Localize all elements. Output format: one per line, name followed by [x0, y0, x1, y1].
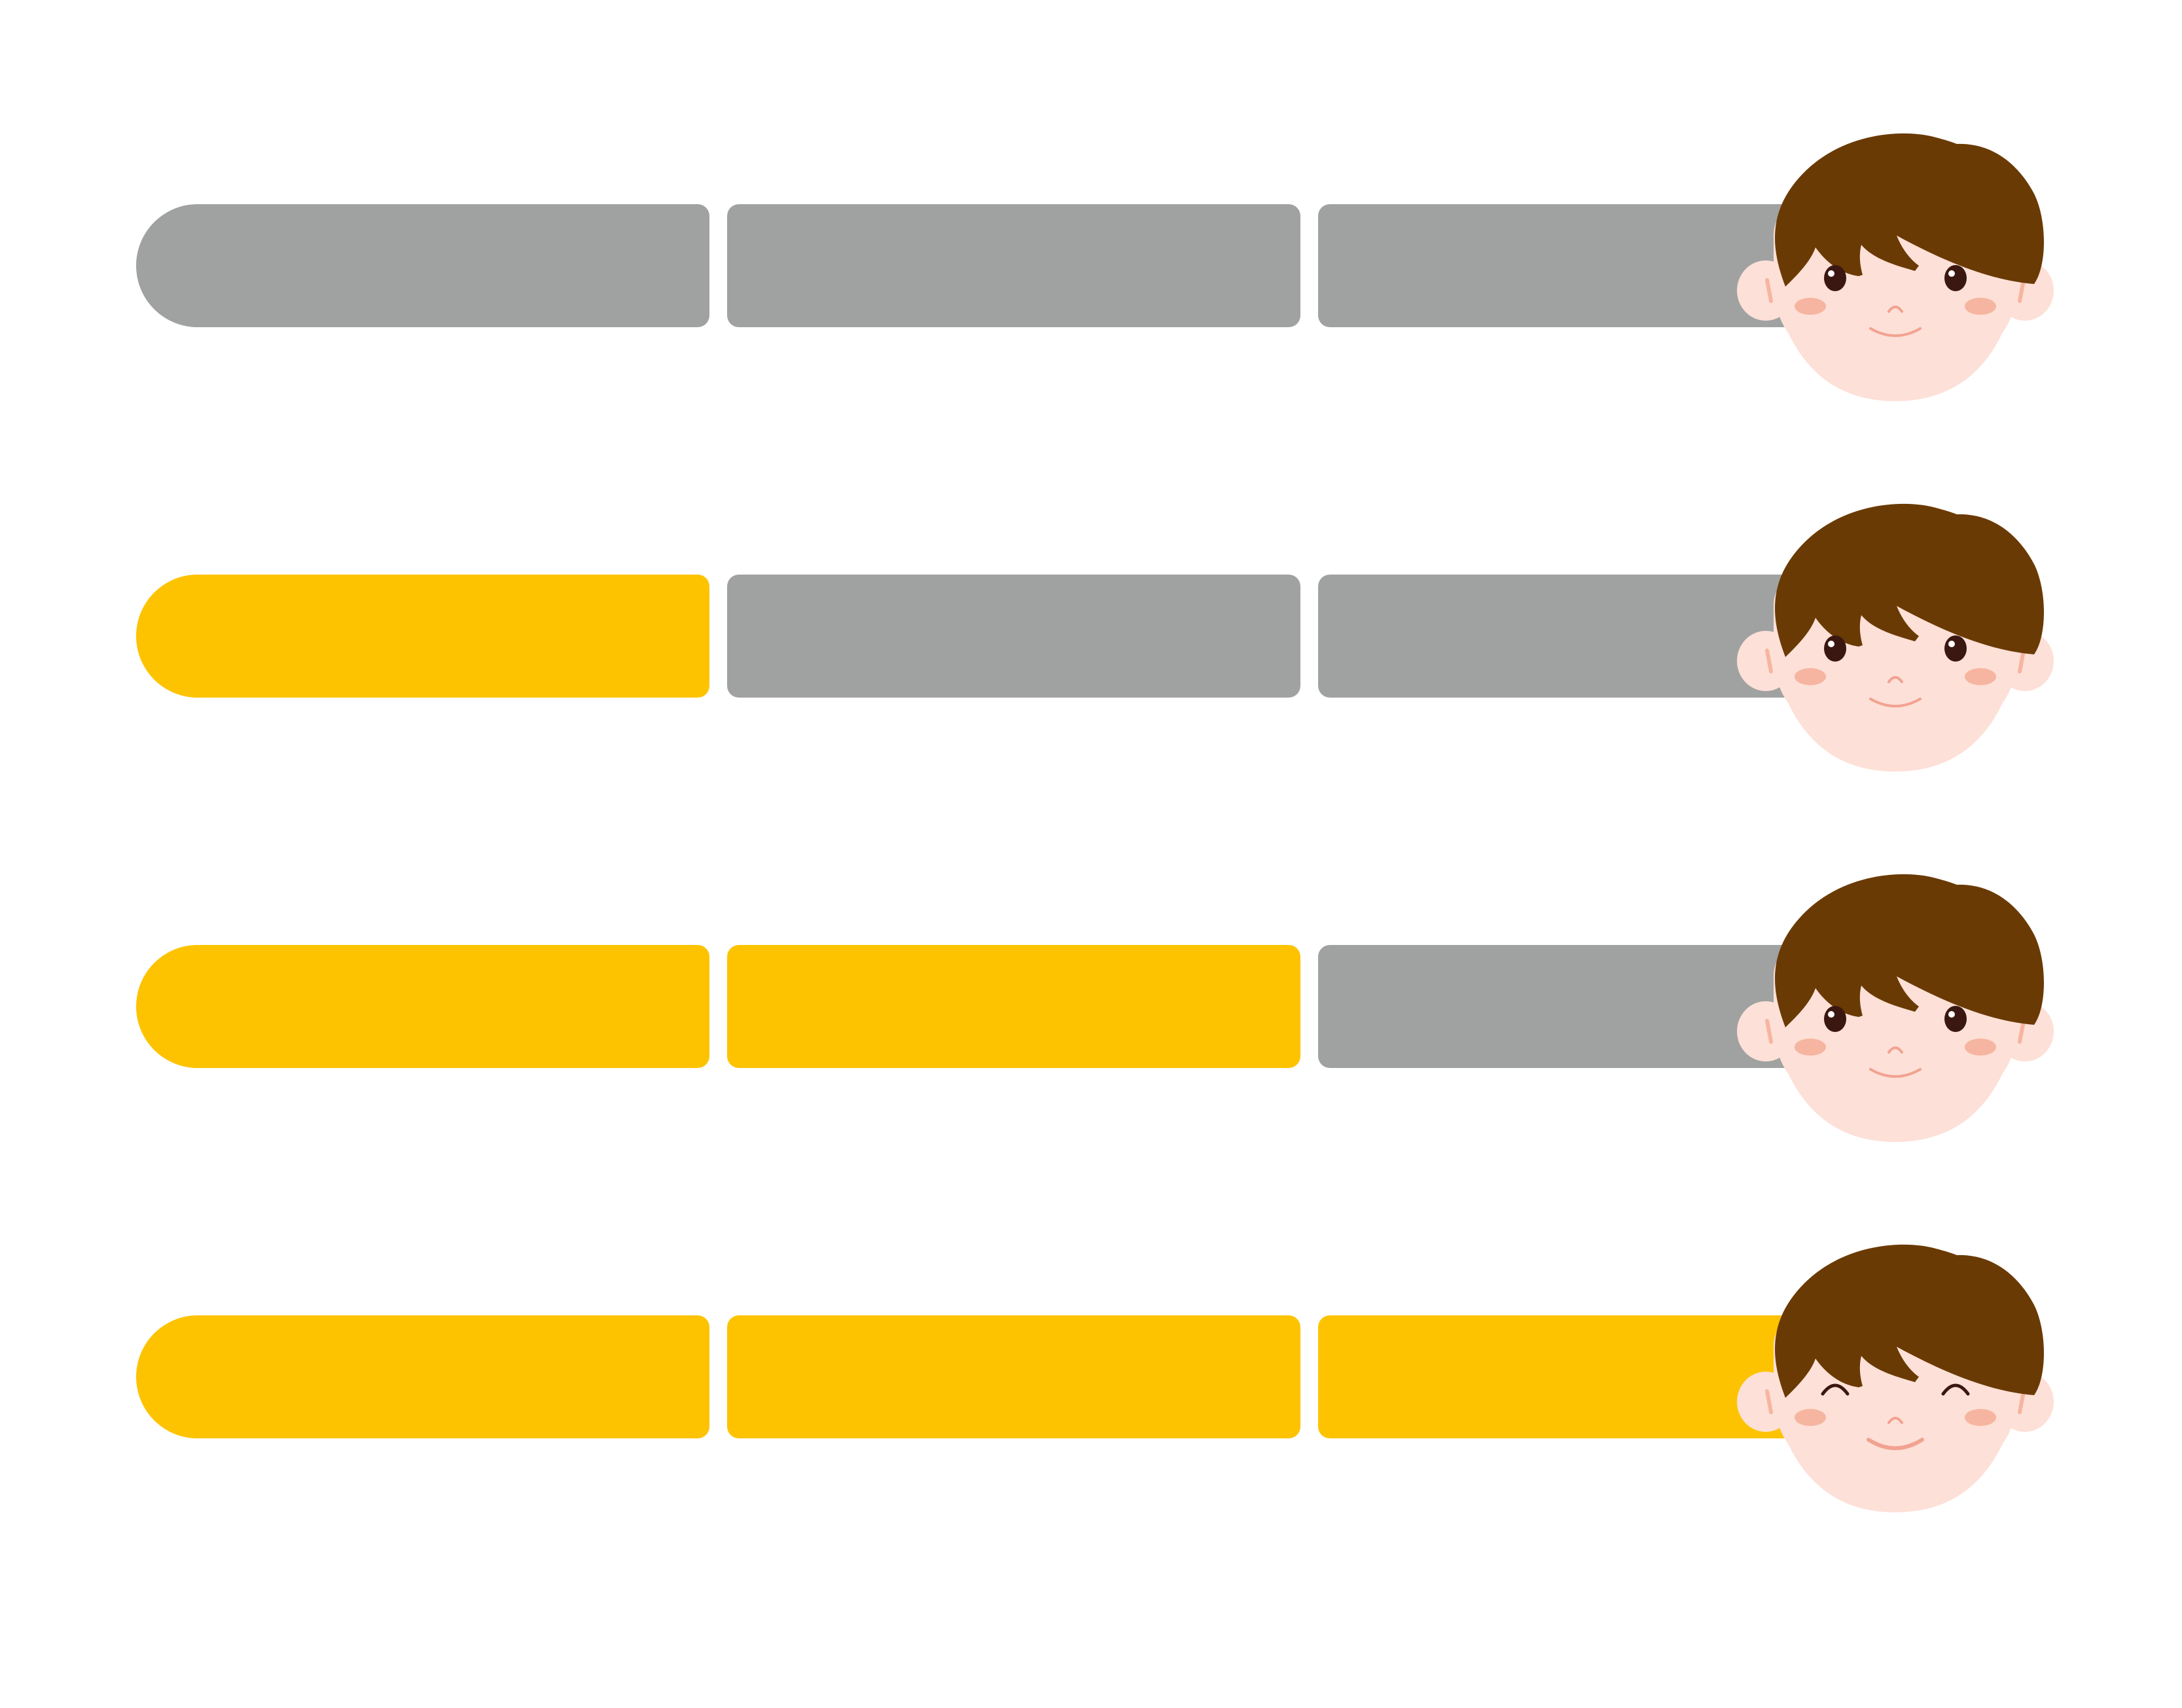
left-eye [1824, 1006, 1846, 1032]
boy-face-icon [1737, 133, 2054, 401]
progress-segment-empty [1318, 575, 1815, 698]
right-eye [1944, 635, 1967, 662]
left-cheek [1795, 298, 1826, 315]
mouth [1869, 1068, 1922, 1078]
boy-face-icon [1737, 874, 2054, 1142]
mouth [1869, 698, 1922, 707]
hair [1775, 1244, 2044, 1398]
hair [1775, 133, 2044, 287]
progress-segment-filled [136, 945, 709, 1068]
nose [1887, 676, 1903, 683]
left-cheek [1795, 668, 1826, 685]
hair [1775, 874, 2044, 1027]
progress-segment-empty [1318, 204, 1815, 327]
mouth [1869, 327, 1922, 337]
nose [1887, 1046, 1903, 1054]
right-cheek [1965, 1039, 1996, 1056]
left-eye [1824, 265, 1846, 291]
progress-row [0, 1244, 2182, 1708]
hair [1775, 503, 2044, 657]
progress-segment-empty [136, 204, 709, 327]
happy-boy-face-icon [1737, 1244, 2054, 1512]
right-eye [1941, 1383, 1970, 1396]
progress-segment-empty [727, 204, 1300, 327]
right-cheek [1965, 298, 1996, 315]
right-eye [1944, 265, 1967, 291]
right-cheek [1965, 1409, 1996, 1426]
left-cheek [1795, 1039, 1826, 1056]
right-cheek [1965, 668, 1996, 685]
left-eye [1824, 635, 1846, 662]
boy-face-icon [1737, 503, 2054, 772]
progress-row [0, 503, 2182, 967]
progress-segment-empty [1318, 945, 1815, 1068]
progress-segment-filled [727, 1315, 1300, 1438]
progress-segment-filled [136, 575, 709, 698]
nose [1887, 1417, 1903, 1424]
progress-segment-empty [727, 575, 1300, 698]
progress-segment-filled [136, 1315, 709, 1438]
progress-segment-filled [1318, 1315, 1815, 1438]
right-eye [1944, 1006, 1967, 1032]
nose [1887, 306, 1903, 313]
left-eye [1821, 1383, 1850, 1396]
left-cheek [1795, 1409, 1826, 1426]
progress-segment-filled [727, 945, 1300, 1068]
progress-row [0, 133, 2182, 597]
progress-row [0, 874, 2182, 1338]
mouth [1867, 1438, 1924, 1450]
